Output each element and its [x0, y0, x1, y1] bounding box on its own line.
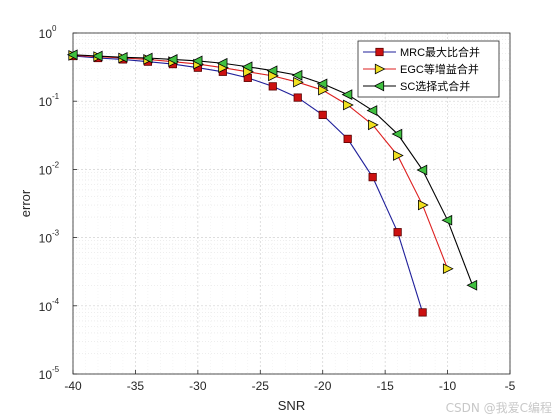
y-tick-label: 10: [39, 368, 53, 382]
data-point: [416, 164, 428, 176]
legend-marker: [373, 80, 385, 92]
data-point: [442, 263, 454, 275]
data-point: [318, 110, 327, 119]
series-layer: [66, 49, 478, 317]
plot-frame: [72, 32, 511, 375]
data-point: [316, 78, 328, 90]
legend-label: MRC最大比合并: [400, 45, 480, 59]
data-point: [343, 134, 352, 144]
y-tick-exponent: -2: [52, 160, 60, 169]
x-tick-label: -25: [252, 379, 270, 393]
data-point: [291, 69, 303, 81]
x-tick-label: -5: [505, 379, 516, 393]
y-tick-exponent: -4: [52, 297, 60, 306]
y-axis-title: error: [18, 189, 33, 217]
data-point: [368, 119, 379, 131]
data-point: [141, 52, 153, 64]
y-tick-label: 10: [39, 163, 53, 177]
legend-item: MRC最大比合并: [363, 45, 480, 59]
legend-label: SC选择式合并: [400, 79, 470, 93]
y-tick-exponent: -3: [52, 229, 60, 238]
data-point: [293, 76, 304, 88]
x-tick-label: -40: [64, 379, 82, 393]
data-point: [393, 150, 404, 161]
legend-marker: [375, 47, 384, 57]
data-point: [166, 54, 178, 65]
legend: MRC最大比合并 EGC等增益合并 SC选择式合并: [357, 40, 500, 98]
data-point: [91, 50, 103, 62]
data-point: [368, 173, 377, 182]
x-tick-label: -35: [127, 379, 145, 393]
y-tick-exponent: 0: [52, 24, 57, 33]
data-point: [466, 279, 478, 291]
y-tick-label: 10: [39, 232, 53, 246]
y-tick-base: 10: [39, 95, 53, 109]
data-point: [268, 82, 277, 91]
data-point: [266, 65, 278, 77]
watermark: CSDN @我爱C编程: [445, 401, 552, 415]
data-point: [366, 105, 378, 116]
y-tick-base: 10: [39, 300, 53, 314]
legend-item: EGC等增益合并: [363, 62, 479, 76]
y-tick-base: 10: [39, 27, 53, 41]
y-tick-base: 10: [39, 368, 53, 382]
data-point: [417, 199, 429, 211]
data-point: [418, 308, 427, 317]
y-tick-exponent: -5: [52, 365, 60, 374]
data-point: [318, 84, 329, 96]
legend-marker: [374, 63, 386, 75]
data-point: [216, 57, 228, 69]
data-point: [66, 49, 78, 61]
x-tick-label: -10: [439, 379, 457, 393]
data-point: [241, 61, 253, 73]
data-point: [293, 93, 302, 102]
data-point: [393, 228, 402, 237]
y-tick-label: 10: [39, 27, 53, 41]
x-tick-label: -30: [189, 379, 207, 393]
series-line: [72, 54, 449, 269]
x-tick-label: -15: [376, 379, 394, 393]
y-tick-exponent: -1: [52, 92, 60, 101]
y-tick-base: 10: [39, 163, 53, 177]
data-point: [116, 51, 128, 63]
series-3: [66, 49, 478, 291]
data-point: [343, 99, 354, 111]
x-axis: -40 -35 -30 -25 -20 -15 -10 -5: [64, 370, 516, 393]
data-point: [441, 214, 453, 226]
y-tick-base: 10: [39, 232, 53, 246]
x-tick-label: -20: [314, 379, 332, 393]
x-axis-title: SNR: [278, 398, 305, 413]
legend-label: EGC等增益合并: [400, 62, 479, 76]
data-point: [391, 128, 403, 140]
data-point: [191, 55, 203, 67]
data-point: [341, 89, 353, 100]
y-tick-label: 10: [39, 95, 53, 109]
legend-item: SC选择式合并: [363, 79, 470, 93]
y-tick-label: 10: [39, 300, 53, 314]
